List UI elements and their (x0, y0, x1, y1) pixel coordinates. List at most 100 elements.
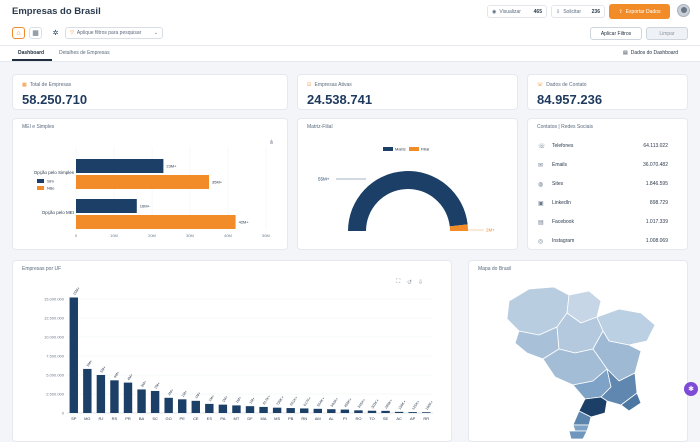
linkedin-icon: ▣ (538, 200, 544, 207)
bar-to[interactable] (367, 410, 377, 413)
y-tick-label: 10.000.000 (44, 335, 65, 340)
bar-value-label: 2M+ (154, 381, 161, 389)
bar-sim[interactable] (76, 159, 164, 173)
building-icon[interactable]: ▦ (29, 27, 42, 39)
y-tick-label: 12.500.000 (44, 316, 65, 321)
bar-df[interactable] (245, 406, 255, 413)
bar-ba[interactable] (137, 389, 146, 413)
bar-pe[interactable] (178, 399, 187, 413)
bar-value-label: 730K+ (276, 395, 285, 406)
x-tick-label: MS (274, 416, 280, 421)
slice-filial[interactable] (449, 224, 468, 231)
bar-rs[interactable] (110, 380, 119, 413)
bar-am[interactable] (313, 408, 322, 413)
bar-ro[interactable] (354, 410, 363, 413)
y-tick-label: 15.000.000 (44, 297, 65, 302)
document-icon: ▤ (623, 50, 628, 56)
legend-label: Não (47, 186, 55, 191)
bar-value-label: 661K+ (289, 396, 298, 407)
bar-value-label: 42M+ (239, 220, 250, 225)
legend-swatch (409, 147, 419, 151)
contact-label: Emails (552, 162, 568, 168)
bar-go[interactable] (164, 397, 173, 413)
x-tick-label: GO (166, 416, 172, 421)
mei-chart: 0 10M 20M 30M 40M 50M Opção pelo Simples 23M+ 35… (34, 147, 270, 238)
visualizar-counter[interactable]: ◉ Visualizar 465 (487, 5, 547, 18)
avatar[interactable] (677, 4, 690, 17)
bar-ac[interactable] (394, 411, 404, 413)
chevron-down-icon: ⌄ (153, 30, 158, 36)
bar-sim[interactable] (76, 199, 137, 213)
x-tick-label: AM (315, 416, 321, 421)
apply-filters-button[interactable]: Aplicar Filtros (590, 27, 642, 40)
menu-icon[interactable]: ⋔ (269, 140, 275, 146)
bar-value-label: 1M+ (208, 394, 215, 402)
tab-details[interactable]: Detalhes de Empresas (59, 50, 110, 56)
contact-value: 1.017.339 (645, 219, 668, 225)
reset-icon[interactable]: ↺ (407, 280, 413, 286)
bar-ma[interactable] (259, 406, 268, 413)
x-tick-label: RS (112, 416, 118, 421)
bar-mt[interactable] (232, 405, 241, 413)
bar-rn[interactable] (300, 408, 309, 413)
bar-ce[interactable] (191, 400, 200, 413)
bar-pb[interactable] (286, 408, 295, 413)
x-tick-label: SE (383, 416, 389, 421)
contact-label: Facebook (552, 219, 574, 225)
x-tick-label: MT (234, 416, 240, 421)
bar-pi[interactable] (340, 409, 350, 413)
bar-não[interactable] (76, 215, 236, 229)
clear-button[interactable]: Limpar (646, 27, 688, 40)
bar-sp[interactable] (69, 297, 78, 413)
bar-rj[interactable] (96, 375, 106, 413)
bar-se[interactable] (381, 410, 390, 413)
bar-pr[interactable] (123, 382, 133, 413)
y-tick-label: 2.500.000 (46, 392, 65, 397)
x-tick-label: 10M (110, 233, 118, 238)
bar-es[interactable] (205, 403, 214, 413)
card-title: Matriz-Filial (307, 124, 333, 130)
brazil-map[interactable] (469, 261, 689, 442)
bar-value-label: 617K+ (303, 396, 312, 407)
bar-value-label: 4M+ (113, 371, 120, 379)
phone-icon: ☏ (538, 143, 546, 150)
tab-dashboard[interactable]: Dashboard (18, 50, 45, 56)
legend-swatch (37, 179, 44, 183)
bar-ap[interactable] (408, 412, 417, 413)
card-title: MEI e Simples (22, 124, 55, 130)
bar-rr[interactable] (422, 412, 431, 413)
bar-pa[interactable] (218, 404, 228, 413)
chat-icon[interactable]: ✱ (684, 382, 698, 396)
bar-value-label: 1M+ (249, 397, 256, 405)
filter-icon: ▽ (70, 30, 74, 36)
bar-sc[interactable] (150, 390, 160, 413)
solicitar-count: 236 (591, 8, 600, 15)
active-tab-indicator (12, 59, 52, 61)
bar-value-label: 4M+ (127, 373, 134, 381)
mei-simples-card: MEI e Simples ⋔ 0 10M 20M 30M 40M 50M Opção pe… (12, 118, 288, 250)
slice-value-label: 2M+ (486, 228, 495, 233)
bar-value-label: 5M+ (99, 365, 106, 373)
slice-matriz[interactable] (348, 170, 468, 231)
bar-não[interactable] (76, 175, 209, 189)
bar-al[interactable] (327, 409, 336, 413)
solicitar-counter[interactable]: ⇩ Solicitar 236 (551, 5, 605, 18)
filter-select[interactable]: ▽ Aplique filtros para pesquisar ⌄ (65, 27, 163, 39)
eye-icon: ◉ (492, 8, 497, 15)
bar-value-label: 2M+ (167, 388, 174, 396)
tabs-bar: Dashboard Detalhes de Empresas ▤ Dados d… (0, 46, 700, 62)
home-icon[interactable]: ⌂ (12, 27, 25, 39)
export-button[interactable]: ⇪ Exportar Dados (609, 4, 670, 19)
bar-value-label: 345K+ (357, 398, 366, 409)
kpi-card-contacts: ☏ Dados de Contato 84.957.236 (527, 74, 688, 110)
bar-ms[interactable] (272, 407, 282, 413)
download-icon[interactable]: ⇩ (418, 280, 424, 286)
legend-swatch (383, 147, 393, 151)
bar-mg[interactable] (83, 368, 92, 413)
dashboard-data-button[interactable]: ▤ Dados do Dashboard (623, 50, 678, 56)
x-tick-label: AC (396, 416, 402, 421)
contact-value: 36.070.482 (642, 162, 668, 168)
zoom-icon[interactable]: ⛶ (396, 279, 401, 285)
gear-icon[interactable]: ✲ (52, 30, 59, 37)
legend-label: Filial (421, 147, 429, 152)
